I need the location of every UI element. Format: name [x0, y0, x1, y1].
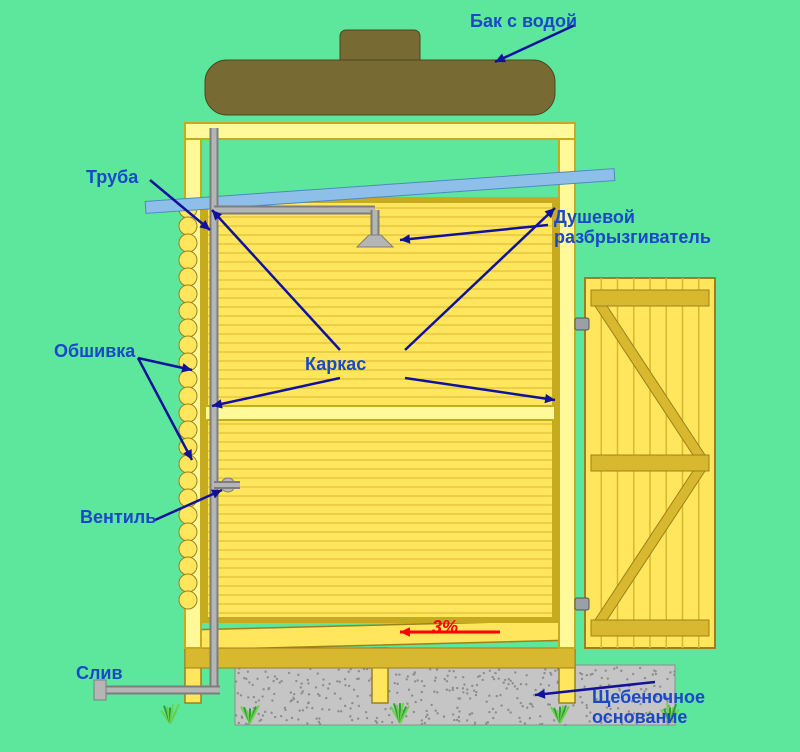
label-gravel: Щебеночное основание: [592, 688, 705, 728]
label-sheathing: Обшивка: [54, 342, 135, 362]
label-valve: Вентиль: [80, 508, 156, 528]
label-sprayer: Душевой разбрызгиватель: [554, 208, 711, 248]
label-frame: Каркас: [305, 355, 366, 375]
label-pipe: Труба: [86, 168, 138, 188]
label-drain: Слив: [76, 664, 123, 684]
diagram-svg: [0, 0, 800, 752]
diagram-root: Бак с водой Труба Обшивка Каркас Вентиль…: [0, 0, 800, 752]
label-tank: Бак с водой: [470, 12, 577, 32]
label-slope: 3%: [432, 618, 458, 638]
